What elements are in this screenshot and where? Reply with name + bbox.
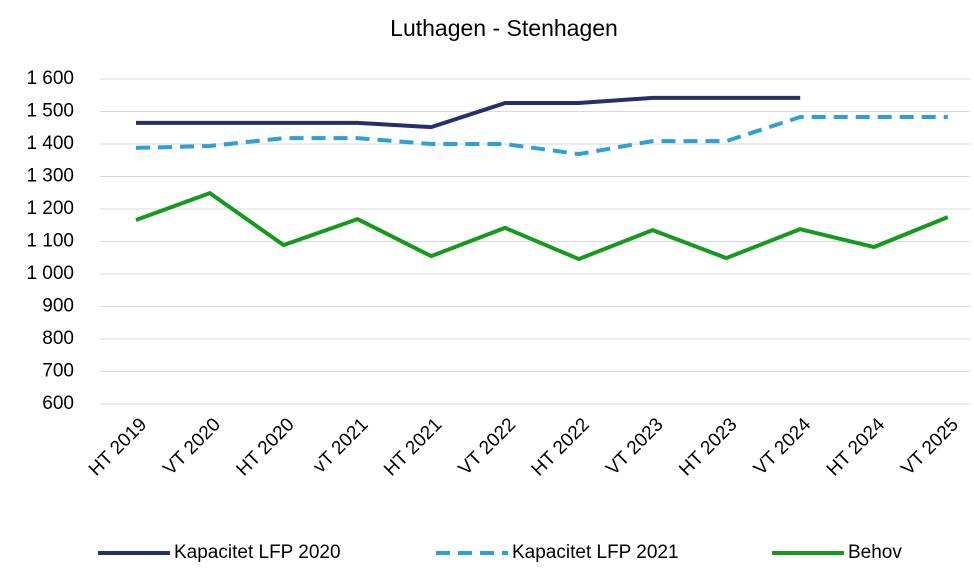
- x-tick-label: HT 2021: [380, 414, 446, 480]
- y-tick-label: 700: [42, 361, 74, 382]
- x-tick-label: vT 2021: [309, 414, 372, 477]
- legend-item: Kapacitet LFP 2020: [98, 542, 341, 563]
- y-tick-label: 800: [42, 328, 74, 349]
- legend-item: Behov: [772, 542, 902, 563]
- x-tick-label: HT 2023: [675, 414, 741, 480]
- legend-label: Kapacitet LFP 2020: [174, 542, 341, 563]
- x-tick-label: VT 2020: [159, 414, 224, 479]
- x-tick-label: HT 2019: [85, 414, 151, 480]
- x-tick-label: HT 2024: [823, 414, 889, 480]
- y-tick-label: 1 200: [26, 198, 74, 219]
- y-tick-label: 1 400: [26, 133, 74, 154]
- legend-item: Kapacitet LFP 2021: [436, 542, 679, 563]
- y-tick-label: 900: [42, 296, 74, 317]
- y-tick-label: 1 000: [26, 263, 74, 284]
- y-tick-label: 600: [42, 393, 74, 414]
- legend-label: Kapacitet LFP 2021: [512, 542, 679, 563]
- y-tick-label: 1 300: [26, 166, 74, 187]
- legend-label: Behov: [848, 542, 902, 563]
- x-tick-label: HT 2022: [528, 414, 594, 480]
- y-tick-label: 1 600: [26, 68, 74, 89]
- x-tick-label: VT 2023: [602, 414, 667, 479]
- y-tick-label: 1 500: [26, 101, 74, 122]
- chart-title: Luthagen - Stenhagen: [390, 15, 618, 41]
- series-line: [135, 115, 948, 157]
- x-tick-label: HT 2020: [233, 414, 299, 480]
- x-tick-label: VT 2025: [897, 414, 962, 479]
- x-tick-label: VT 2022: [455, 414, 520, 479]
- series-line: [136, 95, 801, 130]
- series-line: [135, 191, 949, 262]
- y-tick-label: 1 100: [26, 231, 74, 252]
- x-tick-label: VT 2024: [750, 414, 816, 480]
